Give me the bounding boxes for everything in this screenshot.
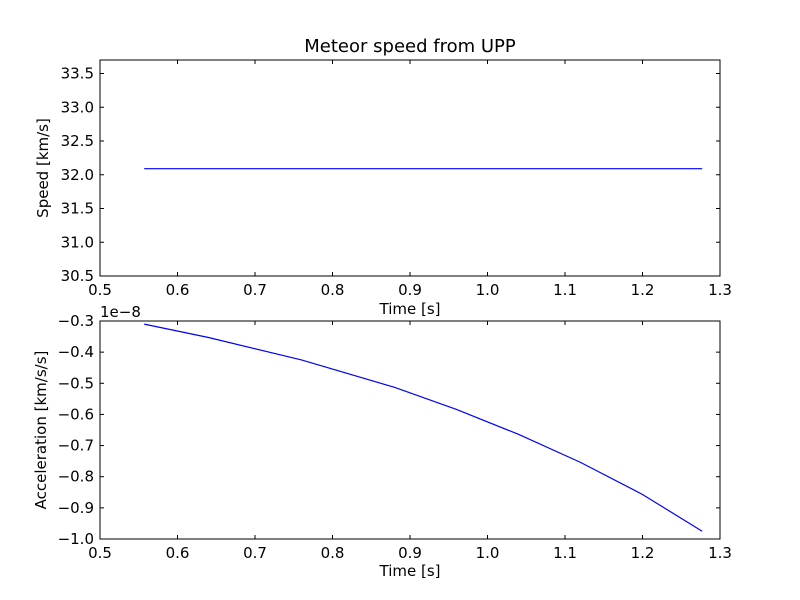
acceleration-x-tick-label: 1.2 bbox=[631, 544, 655, 562]
speed-y-tick-label: 33.0 bbox=[61, 98, 94, 116]
acceleration-x-tick-label: 0.7 bbox=[243, 544, 267, 562]
acceleration-x-tick-label: 1.1 bbox=[553, 544, 577, 562]
acceleration-y-tick-label: −0.4 bbox=[58, 343, 94, 361]
speed-x-tick-label: 0.7 bbox=[243, 281, 267, 299]
acceleration-x-tick-label: 1.3 bbox=[708, 544, 732, 562]
speed-y-tick-label: 32.0 bbox=[61, 166, 94, 184]
speed-x-tick-label: 1.0 bbox=[476, 281, 500, 299]
acceleration-x-tick-label: 0.6 bbox=[166, 544, 190, 562]
speed-x-axis-label: Time [s] bbox=[379, 300, 441, 318]
acceleration-x-tick-label: 0.8 bbox=[321, 544, 345, 562]
speed-y-tick-label: 31.0 bbox=[61, 233, 94, 251]
acceleration-x-axis-label: Time [s] bbox=[379, 562, 441, 580]
speed-chart-title: Meteor speed from UPP bbox=[304, 36, 516, 57]
acceleration-ticks: 0.5 0.6 0.7 0.8 0.9 1.0 1.1 1.2 1.3 −1.0 −0.9 −0.8 −… bbox=[58, 312, 732, 562]
speed-x-tick-label: 0.8 bbox=[321, 281, 345, 299]
speed-x-tick-label: 0.5 bbox=[88, 281, 112, 299]
acceleration-x-tick-label: 1.0 bbox=[476, 544, 500, 562]
acceleration-chart: 0.5 0.6 0.7 0.8 0.9 1.0 1.1 1.2 1.3 −1.0 −0.9 −0.8 −… bbox=[32, 303, 732, 580]
speed-x-tick-label: 0.6 bbox=[166, 281, 190, 299]
acceleration-y-tick-label: −0.7 bbox=[58, 437, 94, 455]
acceleration-offset-text: 1e−8 bbox=[100, 303, 141, 321]
acceleration-y-tick-label: −0.5 bbox=[58, 374, 94, 392]
acceleration-y-tick-label: −0.8 bbox=[58, 468, 94, 486]
acceleration-y-axis-label: Acceleration [km/s/s] bbox=[32, 351, 50, 510]
speed-y-axis-label: Speed [km/s] bbox=[34, 118, 52, 218]
acceleration-y-tick-label: −0.6 bbox=[58, 405, 94, 423]
speed-x-tick-label: 1.2 bbox=[631, 281, 655, 299]
speed-chart: Meteor speed from UPP 0.5 0.6 0.7 0.8 0.9 1.0… bbox=[34, 36, 732, 318]
acceleration-y-tick-label: −0.9 bbox=[58, 499, 94, 517]
acceleration-x-tick-label: 0.9 bbox=[398, 544, 422, 562]
acceleration-y-tick-label: −1.0 bbox=[58, 530, 94, 548]
acceleration-y-tick-label: −0.3 bbox=[58, 312, 94, 330]
speed-y-tick-label: 30.5 bbox=[61, 267, 94, 285]
acceleration-series-layer bbox=[144, 323, 703, 532]
speed-y-tick-label: 33.5 bbox=[61, 65, 94, 83]
speed-x-tick-label: 1.1 bbox=[553, 281, 577, 299]
speed-x-tick-label: 1.3 bbox=[708, 281, 732, 299]
speed-ticks: 0.5 0.6 0.7 0.8 0.9 1.0 1.1 1.2 1.3 30.5 31.0 31.5 3… bbox=[61, 60, 732, 299]
speed-x-tick-label: 0.9 bbox=[398, 281, 422, 299]
speed-y-tick-label: 31.5 bbox=[61, 200, 94, 218]
acceleration-x-tick-label: 0.5 bbox=[88, 544, 112, 562]
acceleration-series-line bbox=[144, 323, 703, 532]
speed-y-tick-label: 32.5 bbox=[61, 132, 94, 150]
